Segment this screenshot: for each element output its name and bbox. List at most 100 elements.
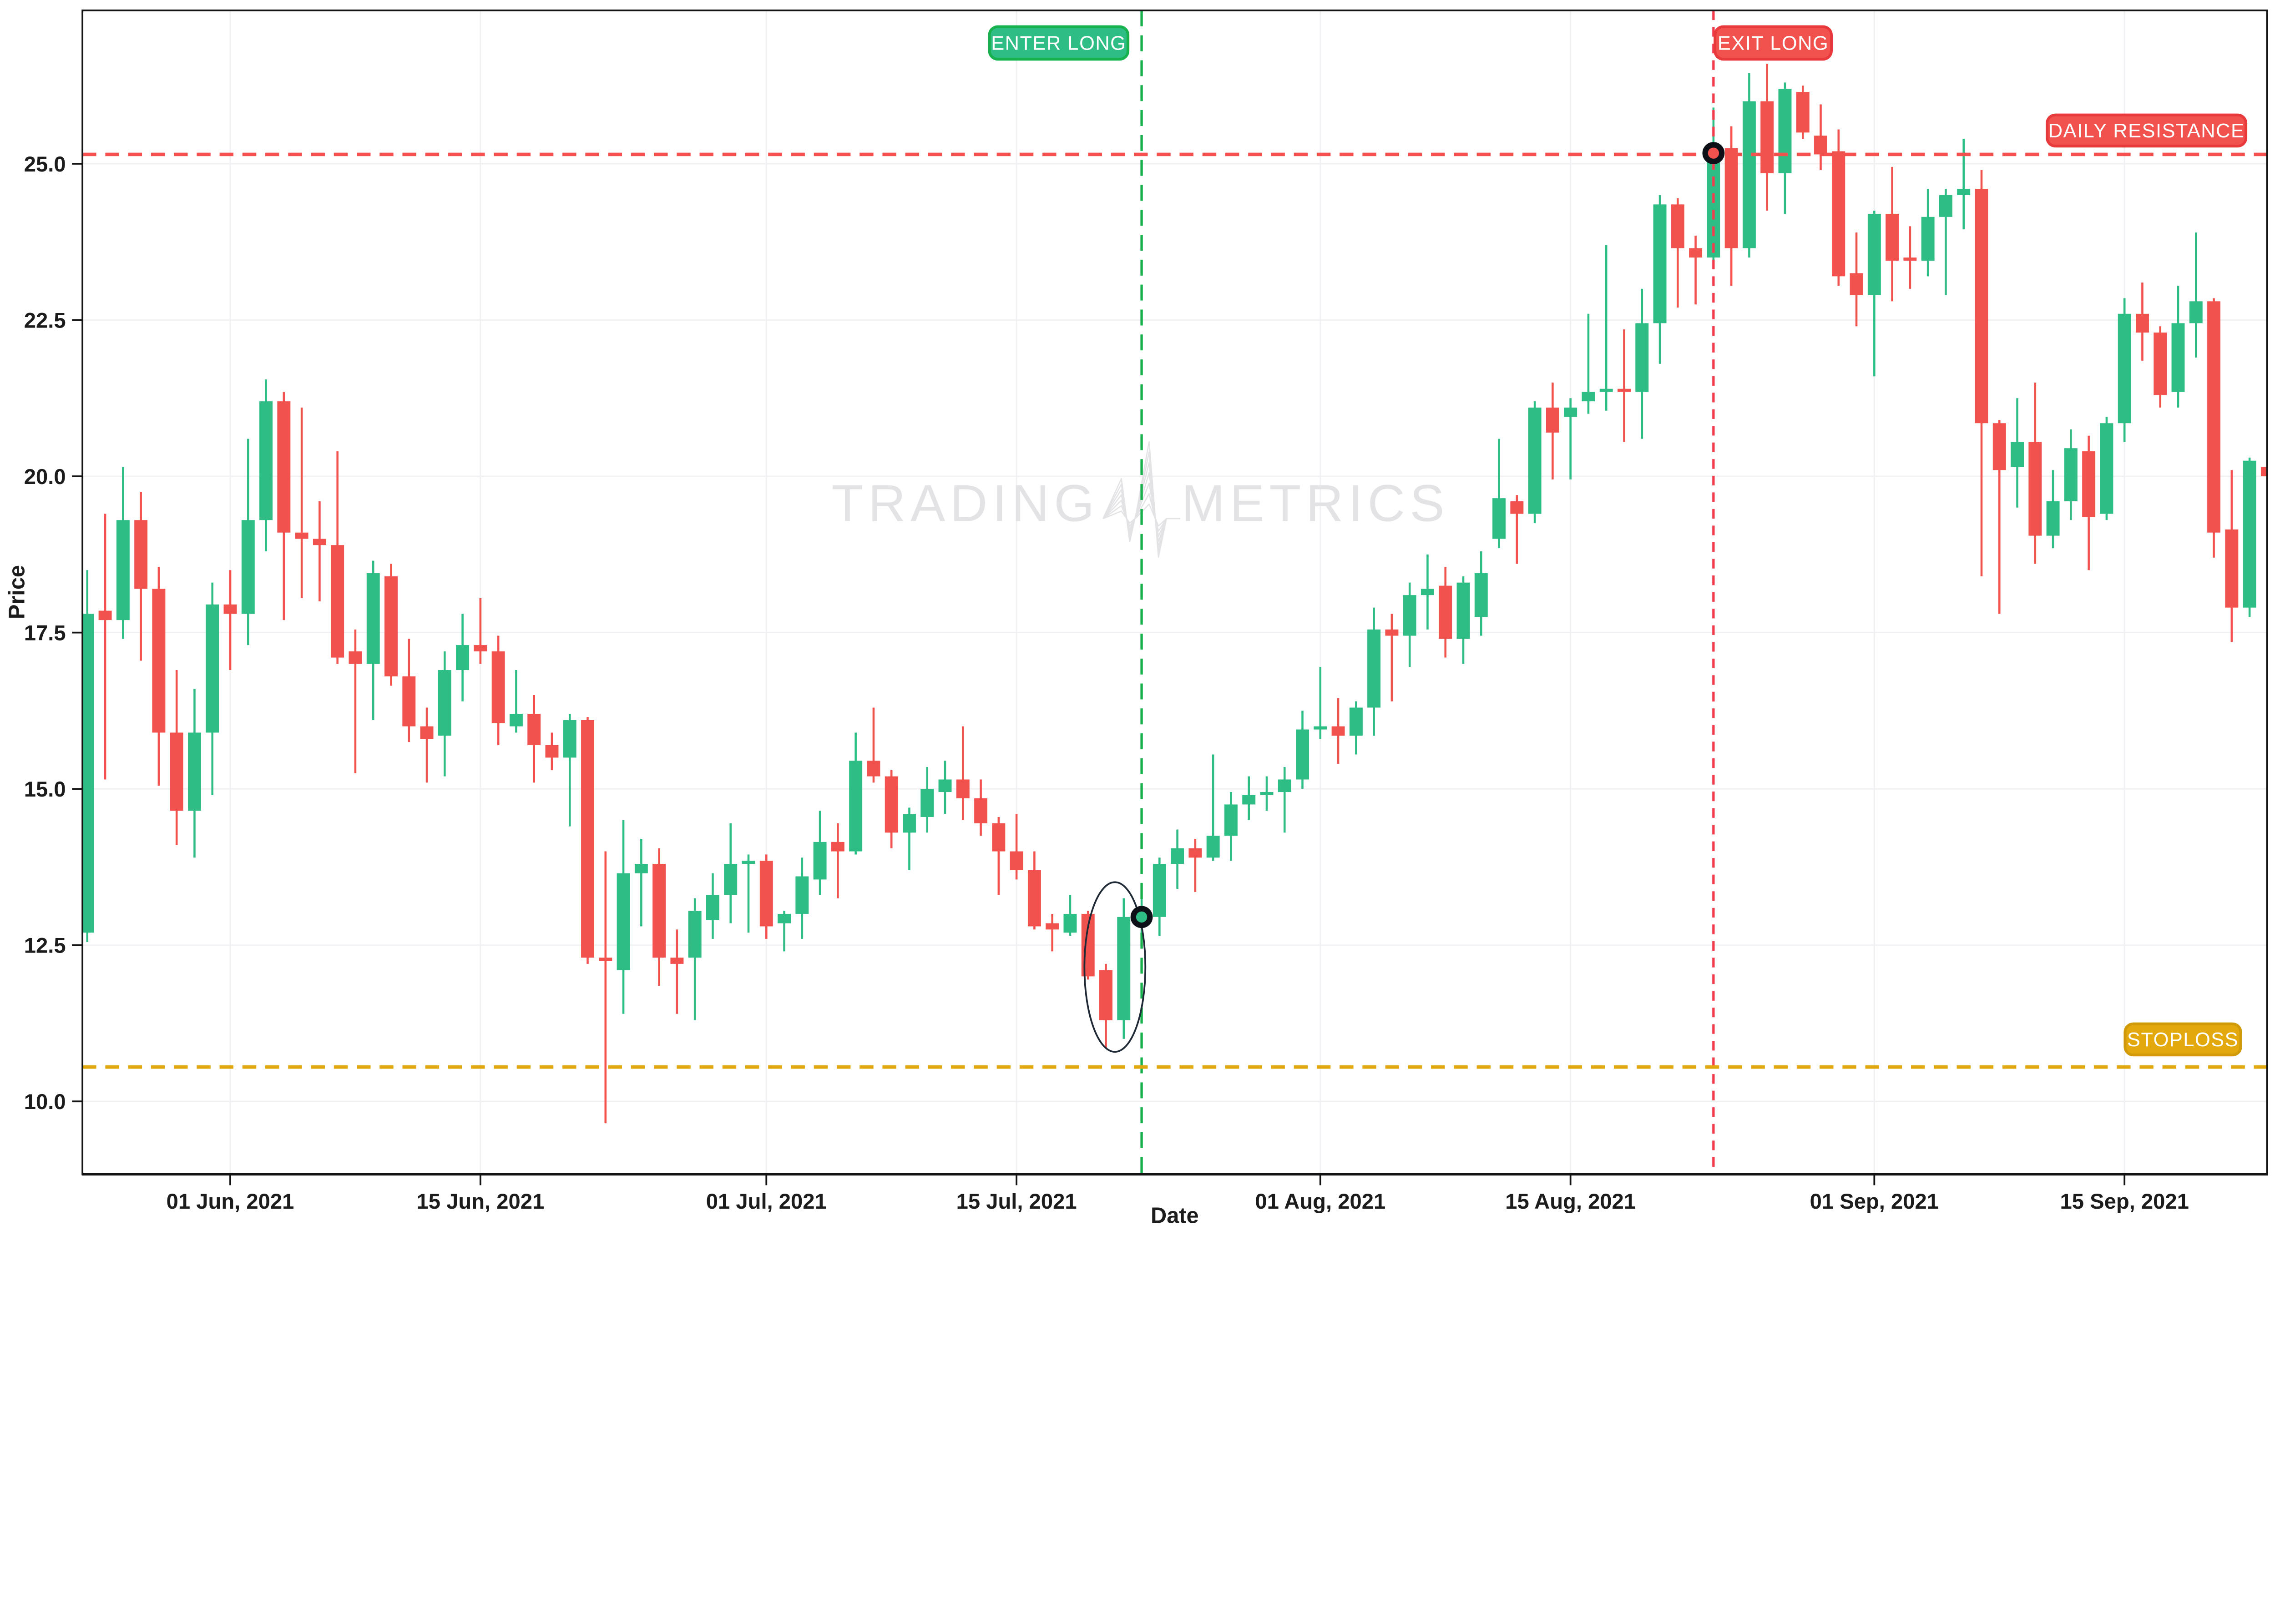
- candle[interactable]: [2171, 285, 2185, 408]
- candle[interactable]: [384, 564, 398, 686]
- candle[interactable]: [1474, 551, 1488, 636]
- candle[interactable]: [331, 451, 344, 664]
- candle[interactable]: [366, 560, 380, 720]
- candle[interactable]: [545, 732, 559, 770]
- candle[interactable]: [456, 614, 470, 701]
- candle[interactable]: [349, 629, 362, 773]
- candle[interactable]: [1439, 567, 1452, 658]
- candle[interactable]: [1456, 576, 1470, 664]
- candle[interactable]: [634, 839, 648, 927]
- candle[interactable]: [98, 514, 112, 780]
- candle[interactable]: [759, 854, 773, 939]
- candle[interactable]: [1992, 420, 2006, 614]
- candle[interactable]: [1867, 211, 1881, 377]
- candle[interactable]: [152, 567, 166, 786]
- candle[interactable]: [1206, 754, 1220, 861]
- candle[interactable]: [1760, 64, 1774, 211]
- candle[interactable]: [1314, 667, 1327, 739]
- candle[interactable]: [849, 732, 863, 855]
- candle[interactable]: [188, 689, 201, 858]
- candle[interactable]: [581, 717, 594, 964]
- candle[interactable]: [885, 770, 898, 848]
- candle[interactable]: [1778, 82, 1792, 214]
- candle[interactable]: [491, 635, 505, 745]
- candle[interactable]: [2011, 398, 2024, 508]
- candle[interactable]: [1510, 495, 1524, 564]
- candle[interactable]: [1278, 767, 1291, 833]
- candle[interactable]: [420, 707, 434, 783]
- candle[interactable]: [1296, 711, 1309, 789]
- candle[interactable]: [170, 670, 183, 845]
- candle[interactable]: [1224, 792, 1238, 861]
- candle[interactable]: [1528, 401, 1542, 524]
- candle[interactable]: [1546, 382, 1559, 479]
- candle[interactable]: [938, 761, 952, 814]
- candle[interactable]: [116, 467, 130, 639]
- candle[interactable]: [1046, 913, 1059, 952]
- candle[interactable]: [2207, 298, 2221, 558]
- candle[interactable]: [599, 851, 612, 1124]
- candle[interactable]: [1010, 814, 1023, 880]
- candle[interactable]: [778, 911, 791, 952]
- candle[interactable]: [670, 929, 684, 1014]
- candle[interactable]: [1599, 245, 1613, 411]
- candle[interactable]: [867, 707, 880, 783]
- candle[interactable]: [1796, 86, 1810, 139]
- candle[interactable]: [206, 582, 219, 795]
- candle[interactable]: [259, 379, 273, 551]
- entry-point-marker[interactable]: [1130, 906, 1153, 928]
- candle[interactable]: [509, 670, 523, 733]
- candle[interactable]: [1921, 188, 1935, 277]
- candle[interactable]: [1582, 313, 1595, 414]
- candle[interactable]: [1671, 198, 1684, 308]
- candle[interactable]: [1188, 839, 1202, 892]
- candle[interactable]: [903, 807, 916, 870]
- candle[interactable]: [2028, 382, 2042, 564]
- candle[interactable]: [527, 695, 541, 783]
- candle[interactable]: [1564, 398, 1577, 479]
- candle[interactable]: [313, 501, 326, 601]
- candle[interactable]: [1653, 195, 1667, 364]
- candle[interactable]: [920, 767, 934, 833]
- candle[interactable]: [1117, 898, 1131, 1039]
- candle[interactable]: [1153, 857, 1166, 936]
- candle[interactable]: [474, 598, 487, 664]
- candle[interactable]: [1331, 698, 1345, 764]
- candle[interactable]: [2100, 417, 2113, 520]
- candle[interactable]: [1939, 188, 1952, 295]
- candle[interactable]: [1260, 776, 1274, 811]
- candle[interactable]: [2082, 435, 2096, 570]
- candle[interactable]: [1492, 439, 1506, 549]
- candle[interactable]: [1886, 166, 1899, 302]
- candle[interactable]: [2225, 470, 2239, 642]
- candle[interactable]: [1403, 582, 1416, 667]
- candle[interactable]: [2064, 429, 2078, 520]
- candle[interactable]: [134, 492, 148, 661]
- candle[interactable]: [724, 823, 738, 923]
- candle[interactable]: [688, 898, 702, 1020]
- candle[interactable]: [2243, 457, 2256, 617]
- candle[interactable]: [1903, 226, 1917, 289]
- exit-point-marker[interactable]: [1702, 142, 1725, 165]
- candle[interactable]: [2046, 470, 2060, 549]
- candle[interactable]: [1742, 73, 1756, 258]
- candle[interactable]: [1689, 236, 1703, 305]
- candle[interactable]: [1081, 911, 1095, 980]
- candle[interactable]: [277, 392, 291, 620]
- candle[interactable]: [1832, 129, 1845, 286]
- candle[interactable]: [795, 857, 809, 939]
- candle[interactable]: [831, 823, 844, 898]
- candle[interactable]: [706, 873, 719, 939]
- candle[interactable]: [1099, 963, 1112, 1049]
- candle[interactable]: [2189, 232, 2203, 358]
- candle[interactable]: [1171, 829, 1184, 889]
- candle[interactable]: [813, 811, 827, 895]
- candle[interactable]: [1385, 614, 1399, 701]
- candle[interactable]: [974, 779, 988, 836]
- candle[interactable]: [438, 651, 451, 777]
- candle[interactable]: [1421, 554, 1434, 630]
- candle[interactable]: [1349, 701, 1363, 755]
- candle[interactable]: [2118, 298, 2131, 442]
- candle[interactable]: [2154, 326, 2167, 408]
- candle[interactable]: [742, 854, 755, 933]
